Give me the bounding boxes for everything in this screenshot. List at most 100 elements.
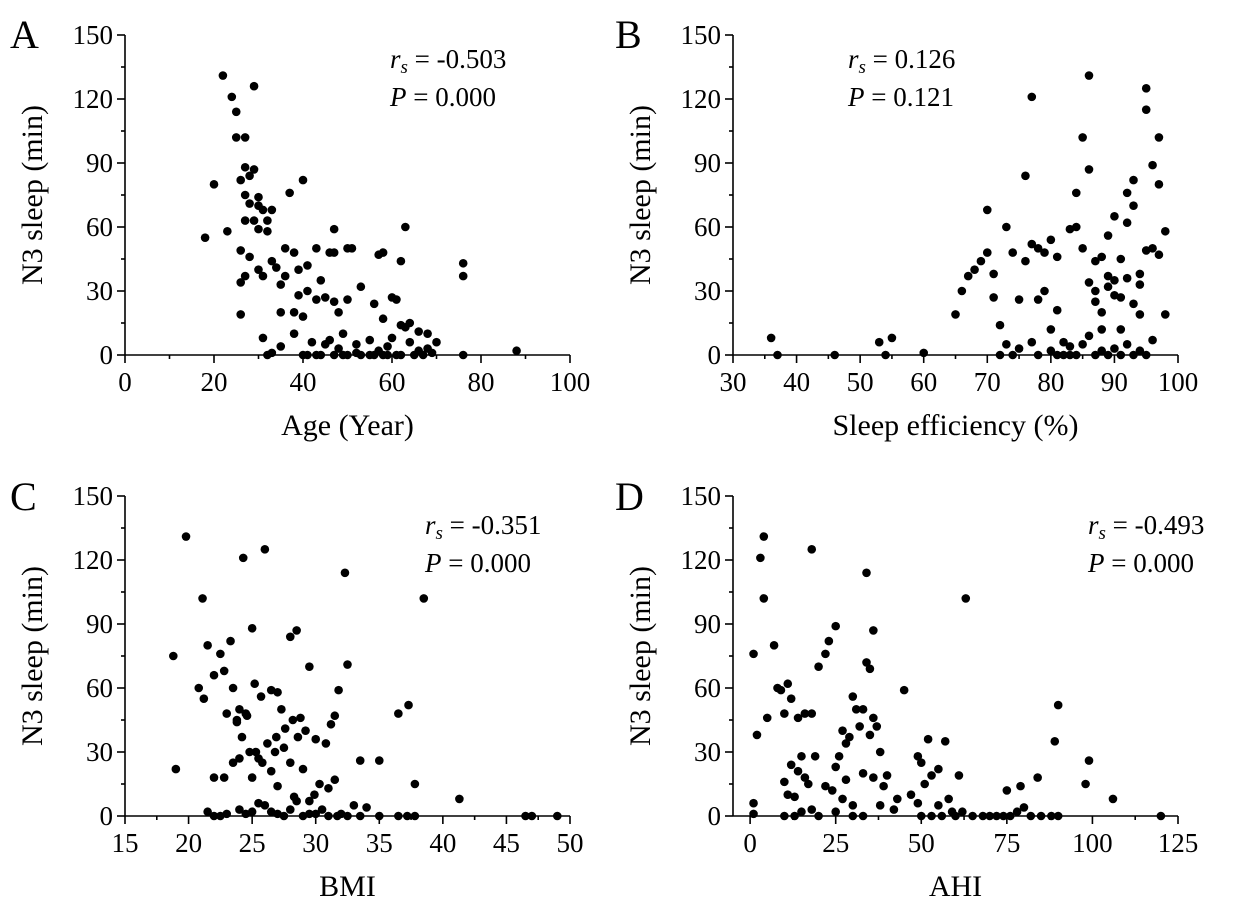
data-point [245,171,254,181]
x-axis-title: Age (Year) [281,409,414,442]
panel-c: 0 30 60 90 120 150 15 20 25 30 35 40 45 50 BMI N3 sleep… [10,474,584,903]
data-point [999,811,1008,821]
data-point [405,337,415,347]
x-tick-label: 30 [302,828,329,858]
data-point [1036,811,1046,821]
data-point [240,271,250,281]
data-point [324,783,333,793]
data-point [1156,811,1166,821]
data-point [858,811,868,821]
data-point [1154,133,1164,142]
data-point [280,724,290,733]
data-point [219,666,229,676]
data-point [305,662,314,671]
data-point [241,809,251,819]
data-point [334,685,343,695]
data-point [458,271,468,281]
data-point [369,299,379,309]
data-point [1008,248,1018,257]
data-point [1141,350,1151,360]
data-point [887,333,897,343]
p-annotation: P = 0.121 [847,82,954,112]
data-point [1002,222,1011,232]
data-point [776,685,786,695]
data-point [858,769,868,778]
data-point [1016,781,1025,791]
y-axis-title: N3 sleep (min) [624,566,657,746]
data-point [766,333,776,343]
data-point [1091,350,1100,360]
data-point [293,732,303,742]
x-tick-label: 25 [822,828,849,858]
data-point [1110,344,1119,353]
p-annotation: P = 0.000 [424,548,531,578]
data-point [954,771,964,780]
data-point [1122,273,1132,283]
data-point [312,295,321,304]
data-point [303,286,312,296]
data-point [352,348,361,358]
data-point [759,594,769,603]
data-point [1027,92,1037,102]
data-point [334,308,343,317]
data-point [527,811,537,821]
data-point [1008,350,1018,360]
data-point [1097,308,1107,317]
data-point [919,348,929,358]
data-point [292,626,301,635]
x-tick-label: 90 [1101,367,1128,397]
data-point [889,805,899,814]
data-point [1027,239,1037,249]
data-point [881,350,890,360]
data-point [200,233,210,242]
data-point [194,683,204,693]
data-point [1065,342,1075,351]
panel-a: 0 30 60 90 120 150 0 20 40 60 80 100 Age (Year) N3 sl… [10,12,590,442]
data-point [1002,786,1012,795]
data-point [944,794,953,804]
data-point [198,594,207,603]
data-point [790,811,799,821]
data-point [800,709,810,718]
data-point [263,216,272,225]
data-point [1110,212,1119,221]
x-tick-label: 100 [1072,828,1113,858]
data-point [985,811,995,821]
data-point [258,758,267,767]
data-point [927,771,936,780]
data-point [749,809,758,819]
data-point [1110,290,1119,300]
data-point [310,790,319,799]
data-point [365,335,375,345]
data-point [223,226,232,236]
x-tick-label: 20 [201,367,228,397]
data-point [250,679,259,689]
data-point [294,265,303,274]
data-point [780,709,789,718]
data-point [374,756,384,765]
y-tick-label: 150 [681,481,722,511]
data-point [171,764,181,774]
x-tick-label: 35 [366,828,393,858]
data-point [947,807,957,817]
data-point [285,632,295,642]
data-point [321,739,331,748]
data-point [1033,350,1043,360]
data-point [1053,811,1063,821]
data-point [292,796,301,806]
data-point [1148,244,1157,253]
data-point [254,798,263,808]
data-point [1116,254,1126,264]
y-tick-label: 90 [694,148,721,178]
x-tick-label: 100 [550,367,591,397]
data-point [989,269,998,279]
data-point [419,594,429,603]
data-point [432,337,441,347]
data-point [1071,222,1081,232]
data-point [209,773,219,782]
data-point [267,256,277,266]
data-point [838,794,847,804]
data-point [1014,295,1024,304]
data-point [305,809,314,819]
data-point [1059,350,1068,360]
